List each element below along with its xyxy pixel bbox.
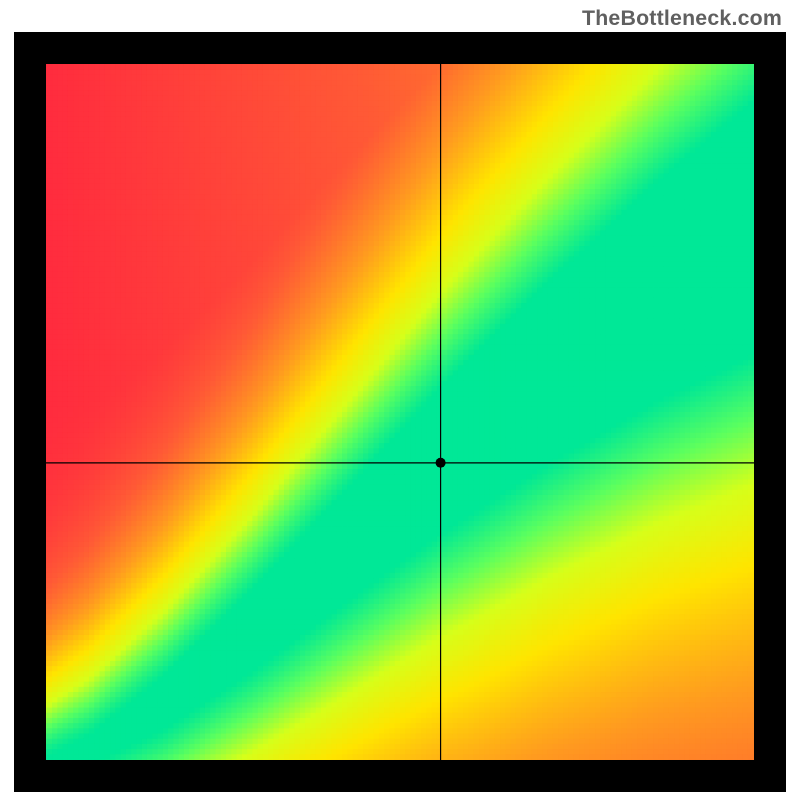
chart-container: TheBottleneck.com: [0, 0, 800, 800]
heatmap-canvas: [0, 0, 800, 800]
watermark-text: TheBottleneck.com: [582, 6, 782, 31]
